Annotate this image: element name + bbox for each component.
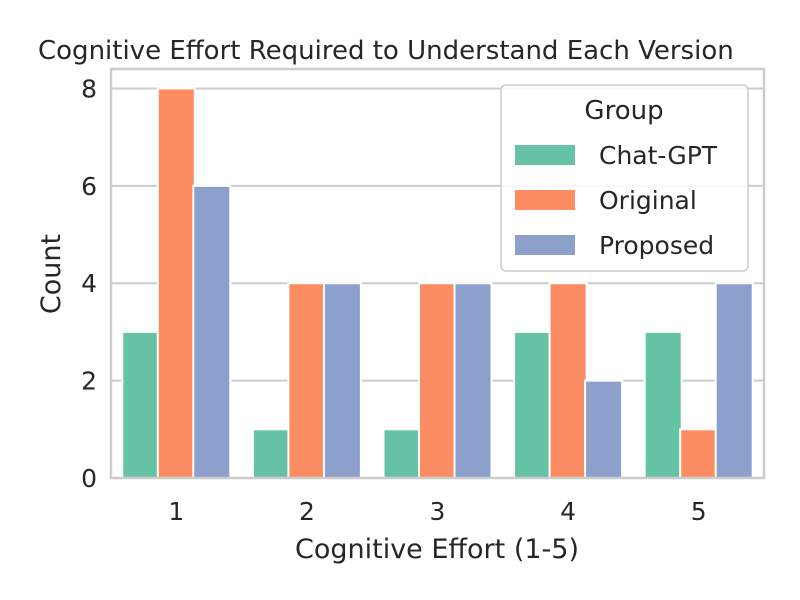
y-tick-label: 4: [81, 269, 97, 298]
x-tick-label: 5: [691, 497, 707, 526]
bar-chat-gpt-3: [382, 428, 422, 479]
y-tick-label: 6: [81, 172, 97, 201]
bar-proposed-1: [192, 184, 232, 479]
plot-frame: [109, 67, 766, 480]
bar-chat-gpt-4: [513, 330, 553, 479]
bar-original-2: [287, 282, 327, 479]
y-axis-label: Count: [36, 234, 67, 314]
y-tick-label: 8: [81, 74, 97, 103]
bar-original-5: [679, 428, 719, 479]
bar-chat-gpt-1: [121, 330, 161, 479]
bar-chat-gpt-5: [643, 330, 683, 479]
bar-original-3: [418, 282, 457, 479]
legend-swatch: [515, 145, 575, 165]
legend-swatch: [515, 235, 575, 255]
legend-title: Group: [584, 96, 663, 126]
y-tick-labels: 0 2 4 6 8: [81, 74, 97, 493]
legend-box: [500, 84, 749, 272]
legend-entry-label: Original: [599, 186, 697, 215]
legend-entry-label: Chat-GPT: [599, 141, 718, 170]
y-tick-label: 0: [81, 464, 97, 493]
x-tick-labels: 1 2 3 4 5: [168, 497, 706, 526]
legend: Group Chat-GPT Original Proposed: [500, 84, 749, 272]
x-tick-label: 3: [430, 497, 446, 526]
bar-chat-gpt-2: [251, 428, 291, 479]
legend-entry-label: Proposed: [599, 231, 714, 260]
bar-original-1: [156, 87, 196, 479]
bar-proposed-3: [453, 282, 493, 479]
legend-items: Chat-GPT Original Proposed: [515, 141, 718, 260]
bar-proposed-2: [322, 282, 362, 479]
x-axis-label: Cognitive Effort (1-5): [295, 534, 579, 565]
x-tick-label: 2: [299, 497, 315, 526]
x-tick-label: 1: [168, 497, 184, 526]
bar-proposed-4: [584, 379, 624, 479]
x-tick-label: 4: [560, 497, 576, 526]
chart-title: Cognitive Effort Required to Understand …: [38, 36, 734, 66]
y-tick-label: 2: [81, 367, 97, 396]
bar-original-4: [548, 282, 588, 479]
legend-swatch: [515, 190, 575, 210]
bars: [121, 87, 754, 479]
bar-proposed-5: [714, 282, 754, 479]
